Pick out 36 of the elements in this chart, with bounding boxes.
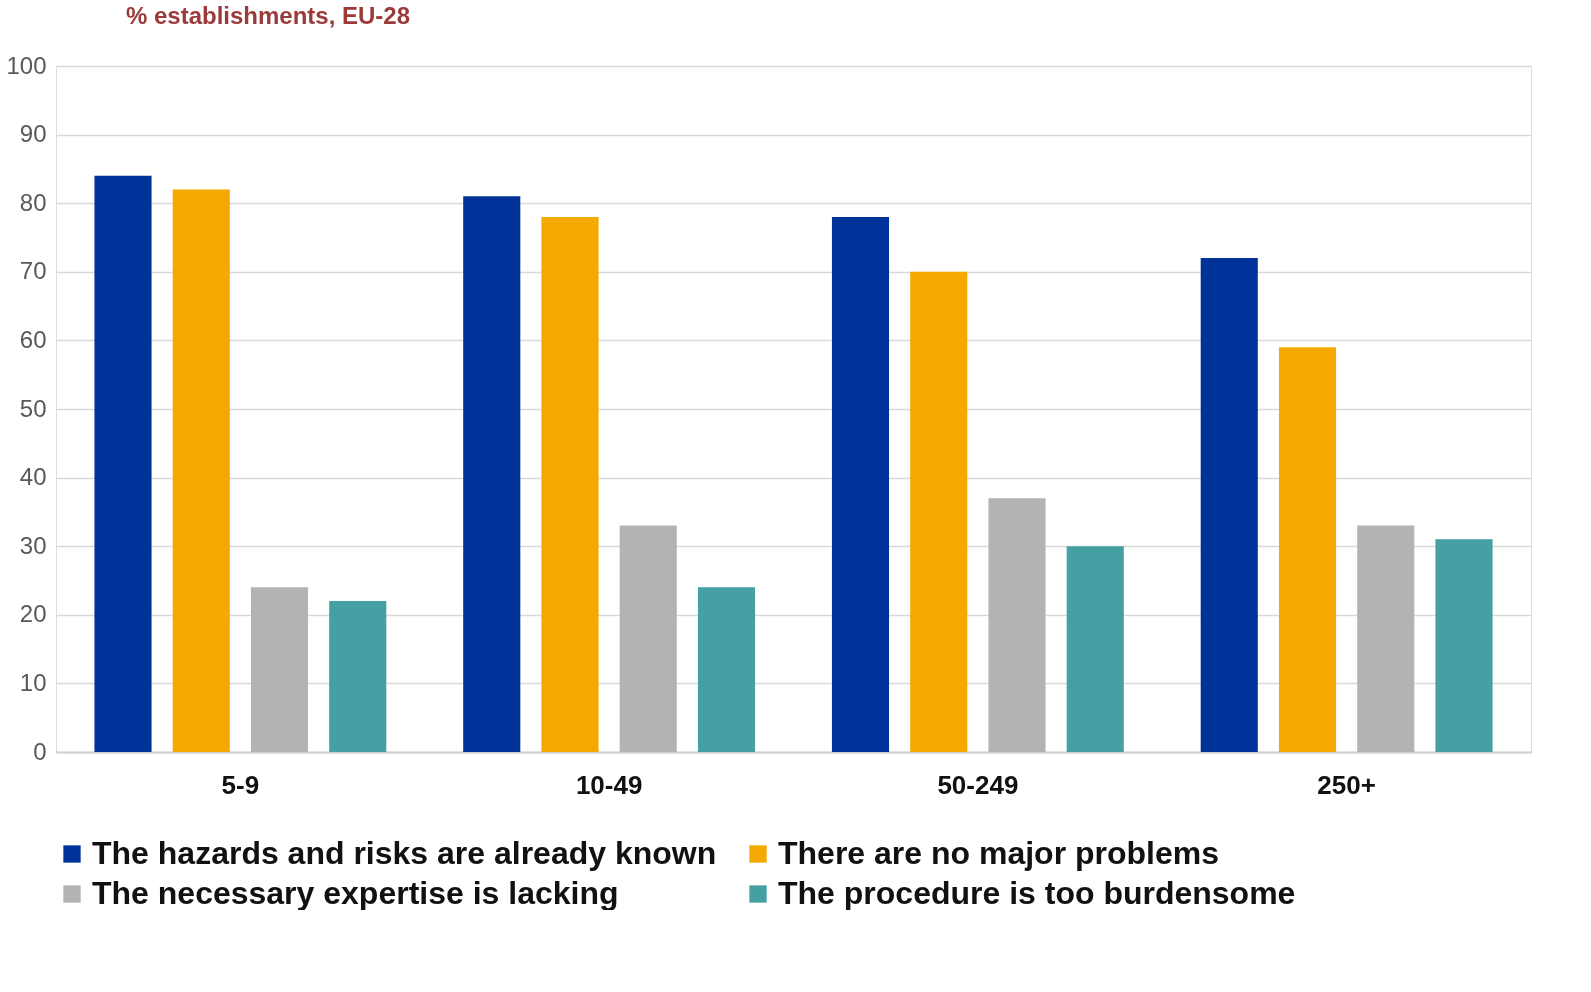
x-tick-label: 10-49 [575, 769, 643, 800]
y-tick-label: 70 [19, 257, 47, 285]
y-tick-label: 50 [19, 394, 47, 422]
y-tick-label: 100 [6, 51, 47, 79]
bar [697, 587, 756, 752]
y-tick-label: 60 [19, 325, 47, 353]
legend-label: The procedure is too burdensome [778, 875, 1296, 911]
x-tick-label: 50-249 [937, 769, 1019, 800]
bar [329, 601, 387, 752]
y-tick-label: 40 [19, 463, 47, 491]
x-tick-label: 5-9 [221, 769, 260, 800]
bar [541, 216, 599, 752]
bar [1357, 525, 1415, 752]
x-tick-label: 250+ [1317, 769, 1376, 800]
bar [94, 175, 152, 752]
bar [250, 587, 309, 752]
bar [1278, 347, 1337, 752]
legend-label: There are no major problems [778, 835, 1220, 871]
bar [619, 525, 677, 752]
y-tick-label: 20 [19, 600, 47, 628]
bar [988, 498, 1046, 752]
y-tick-label: 80 [19, 188, 47, 216]
y-tick-label: 90 [19, 120, 47, 148]
chart-title: % establishments, EU-28 [125, 2, 411, 29]
bar [1200, 258, 1258, 752]
bar [910, 271, 968, 752]
bar [831, 216, 890, 752]
bar [463, 196, 521, 752]
y-tick-label: 10 [19, 668, 47, 696]
legend-label: The hazards and risks are already known [92, 835, 717, 871]
y-tick-label: 30 [19, 531, 47, 559]
y-tick-label: 0 [33, 737, 47, 765]
legend-label: The necessary expertise is lacking [92, 875, 619, 911]
bar [1435, 539, 1493, 752]
bar [172, 189, 230, 752]
bar [1066, 546, 1124, 752]
